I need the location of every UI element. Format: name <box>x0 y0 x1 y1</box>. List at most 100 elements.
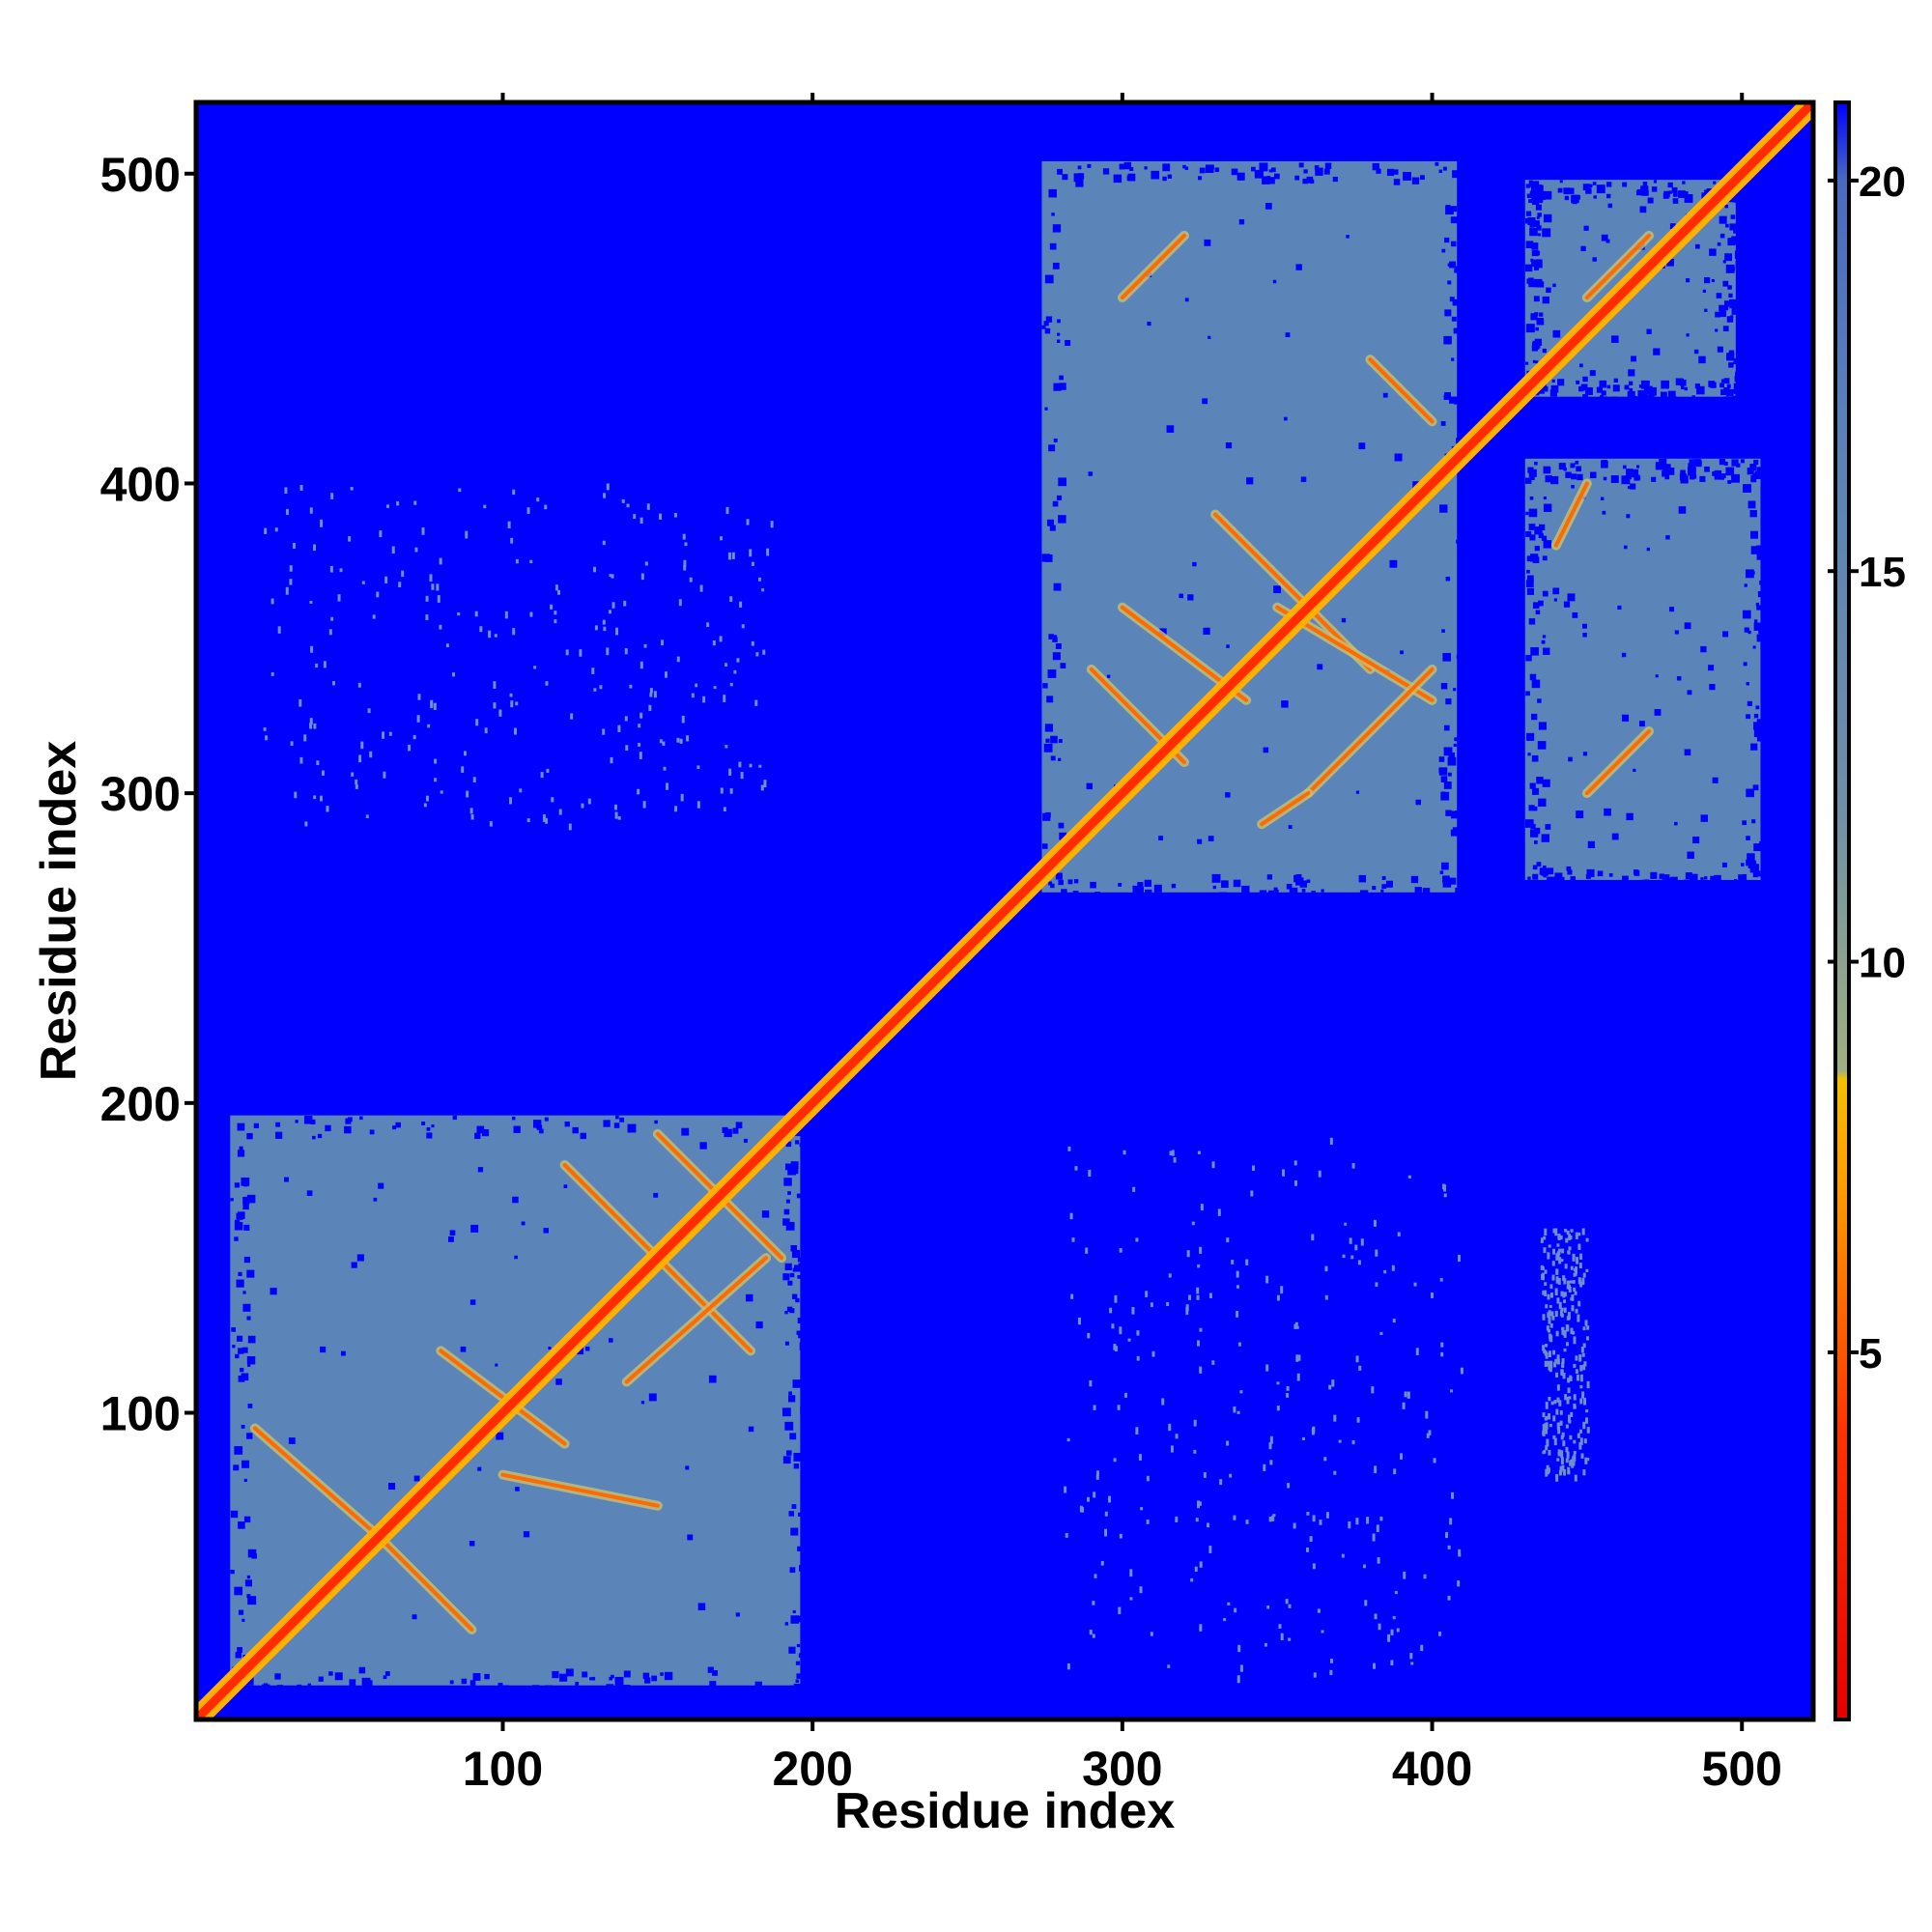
domain-edge-gap <box>246 1269 255 1278</box>
domain-hole <box>1722 631 1729 638</box>
domain-edge-gap <box>1048 634 1055 639</box>
sparse-contact <box>439 557 442 565</box>
sparse-contact <box>1348 1520 1351 1529</box>
domain-edge-gap <box>1684 191 1689 196</box>
sparse-contact <box>304 821 308 827</box>
domain-edge-gap <box>1724 253 1733 262</box>
sparse-contact <box>1579 1253 1583 1260</box>
domain-hole <box>1723 396 1727 400</box>
domain-edge-gap <box>1442 652 1452 662</box>
domain-edge-gap <box>1758 733 1765 739</box>
domain-hole <box>412 1614 417 1620</box>
sparse-contact <box>602 619 606 625</box>
domain-edge-gap <box>1267 177 1275 185</box>
sparse-contact <box>739 601 743 609</box>
sparse-contact <box>1223 1617 1227 1622</box>
domain-edge-gap <box>241 1373 249 1381</box>
sparse-contact <box>1271 1515 1275 1521</box>
domain-edge-gap <box>1241 885 1250 895</box>
domain-edge-gap <box>1664 474 1670 480</box>
sparse-contact <box>1250 1190 1254 1197</box>
domain-edge-gap <box>369 1129 375 1135</box>
domain-edge-gap <box>1050 883 1055 889</box>
domain-edge-gap <box>1638 384 1643 388</box>
sparse-contact <box>1104 1511 1108 1517</box>
domain-edge-gap <box>1528 524 1536 530</box>
sparse-contact <box>1131 1307 1135 1315</box>
domain-hole <box>1281 700 1289 708</box>
domain-edge-gap <box>245 1677 254 1686</box>
domain-hole <box>1300 476 1307 483</box>
domain-edge-gap <box>247 1596 257 1605</box>
domain-edge-gap <box>1720 473 1726 479</box>
sparse-contact <box>1563 1299 1567 1303</box>
domain-edge-gap <box>790 1685 794 1689</box>
domain-edge-gap <box>348 1117 353 1122</box>
domain-edge-gap <box>349 1679 356 1687</box>
sparse-contact <box>1268 1516 1272 1522</box>
sparse-contact <box>633 514 637 520</box>
contact-segment <box>439 1349 567 1446</box>
domain-edge-gap <box>1259 890 1267 897</box>
sparse-contact <box>1377 1557 1380 1564</box>
sparse-contact <box>1245 1520 1249 1524</box>
domain-hole <box>653 1192 659 1198</box>
domain-edge-gap <box>1530 647 1539 656</box>
sparse-contact <box>1549 1360 1553 1369</box>
sparse-contact <box>1135 1427 1139 1435</box>
domain-edge-gap <box>789 1567 796 1574</box>
sparse-contact <box>1552 1248 1556 1255</box>
domain-edge-gap <box>1198 176 1203 181</box>
sparse-contact <box>1122 1150 1126 1155</box>
domain-edge-gap <box>344 1125 352 1134</box>
domain-hole <box>743 1138 748 1143</box>
domain-edge-gap <box>1557 379 1565 386</box>
sparse-contact <box>606 483 610 491</box>
sparse-contact <box>1366 1517 1370 1524</box>
x-tick-label: 400 <box>1392 1742 1472 1796</box>
domain-edge-gap <box>1543 503 1552 512</box>
sparse-contact <box>1567 1414 1571 1423</box>
sparse-contact <box>763 780 767 788</box>
domain-hole <box>1583 225 1589 231</box>
domain-hole <box>1317 664 1323 670</box>
sparse-contact <box>1325 1512 1329 1519</box>
sparse-contact <box>1312 1515 1316 1522</box>
domain-edge-gap <box>798 1512 803 1517</box>
domain-edge-gap <box>512 1116 516 1121</box>
sparse-contact <box>1577 1232 1581 1236</box>
domain-edge-gap <box>1740 459 1745 464</box>
domain-edge-gap <box>603 1120 611 1127</box>
sparse-contact <box>1547 1468 1550 1475</box>
domain-hole <box>788 1646 796 1654</box>
domain-hole <box>1272 279 1277 284</box>
sparse-contact <box>1555 1268 1559 1274</box>
domain-hole <box>746 1293 753 1302</box>
domain-edge-gap <box>681 1127 690 1136</box>
domain-edge-gap <box>1753 619 1758 623</box>
domain-edge-gap <box>1537 741 1547 750</box>
domain-edge-gap <box>1537 698 1542 703</box>
domain-edge-gap <box>1211 873 1221 883</box>
domain-hole <box>1052 262 1060 270</box>
domain-edge-gap <box>1450 216 1458 224</box>
domain-hole <box>761 1210 770 1218</box>
sparse-contact <box>1296 1373 1300 1381</box>
domain-edge-gap <box>359 1116 363 1121</box>
sparse-contact <box>1350 1255 1354 1260</box>
domain-edge-gap <box>1734 250 1744 259</box>
domain-hole <box>320 1346 327 1353</box>
domain-edge-gap <box>1695 384 1699 387</box>
sparse-contact <box>313 544 317 552</box>
domain-edge-gap <box>784 1163 792 1171</box>
domain-edge-gap <box>242 1291 246 1294</box>
domain-edge-gap <box>797 1546 803 1551</box>
domain-edge-gap <box>1729 223 1737 231</box>
domain-edge-gap <box>1642 382 1648 387</box>
sparse-contact <box>309 718 313 725</box>
domain-edge-gap <box>1455 887 1462 895</box>
sparse-contact <box>1549 1323 1553 1328</box>
sparse-contact <box>1548 1304 1552 1309</box>
sparse-contact <box>1545 1304 1548 1309</box>
